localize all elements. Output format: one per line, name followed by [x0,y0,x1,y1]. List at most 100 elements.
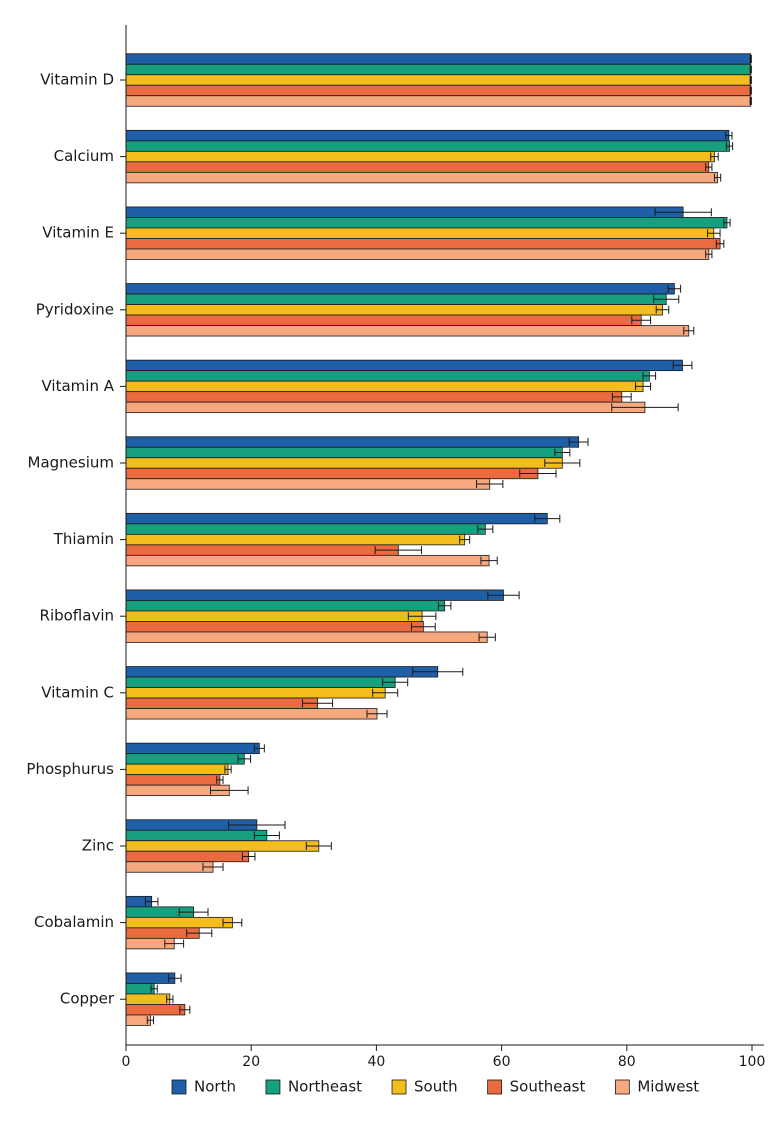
category-label-vitamin-e: Vitamin E [42,224,114,242]
x-tick-label-40: 40 [367,1054,385,1070]
error-bar-cobalamin-midwest [164,939,185,948]
bar-vitamin-c-northeast [125,676,396,688]
legend-label-southeast: Southeast [510,1078,586,1096]
bar-magnesium-south [125,457,563,469]
legend-swatch-midwest [614,1079,630,1095]
bar-vitamin-d-north [125,53,752,65]
category-label-magnesium: Magnesium [28,454,115,472]
bar-riboflavin-midwest [125,631,488,643]
bar-magnesium-midwest [125,478,491,490]
error-bar-vitamin-e-south [707,229,721,238]
bar-vitamin-e-south [125,227,715,239]
error-bar-vitamin-a-midwest [611,403,679,412]
error-bar-magnesium-northeast [554,448,571,457]
bar-copper-southeast [125,1004,186,1016]
category-label-vitamin-d: Vitamin D [40,71,114,89]
bar-vitamin-e-northeast [125,217,728,229]
bar-phosphurus-northeast [125,753,245,765]
bar-vitamin-e-southeast [125,238,721,250]
legend-swatch-south [391,1079,407,1095]
bar-magnesium-north [125,436,579,448]
error-bar-copper-south [166,995,174,1004]
error-bar-zinc-south [305,842,332,850]
legend-label-north: North [194,1078,236,1096]
bar-magnesium-northeast [125,446,563,459]
bar-vitamin-d-southeast [125,84,752,97]
category-labels-layer: Vitamin D Calcium Vitamin E Pyridoxine Vitam… [26,71,114,1008]
bar-thiamin-midwest [125,554,490,567]
error-bar-riboflavin-south [407,612,437,621]
error-bars-layer [144,55,752,1025]
category-label-riboflavin: Riboflavin [40,607,114,625]
axes-layer: 0 20 40 60 80 100 [120,25,765,1070]
error-bar-thiamin-northeast [477,525,494,534]
error-bar-zinc-midwest [202,863,224,871]
error-bar-copper-northeast [150,984,158,993]
error-bar-calcium-southeast [705,163,713,172]
legend-label-south: South [414,1078,458,1096]
error-bar-copper-southeast [179,1005,191,1014]
error-bar-calcium-south [710,152,719,161]
error-bar-vitamin-c-southeast [302,699,334,708]
legend-swatch-north [171,1079,187,1095]
error-bar-magnesium-southeast [519,469,557,478]
bar-vitamin-a-midwest [125,401,646,414]
bar-vitamin-a-south [125,380,644,393]
bar-vitamin-c-midwest [125,708,378,720]
bar-copper-midwest [125,1014,151,1026]
bar-copper-northeast [125,983,155,995]
bar-thiamin-north [125,512,548,525]
error-bar-pyridoxine-midwest [683,326,695,335]
bar-phosphurus-south [125,763,229,776]
category-label-vitamin-a: Vitamin A [42,377,115,395]
category-label-calcium: Calcium [54,147,114,165]
error-bar-vitamin-d-south [749,76,752,84]
error-bar-phosphurus-northeast [237,754,252,763]
bar-calcium-north [125,129,730,142]
error-bar-zinc-southeast [241,852,256,861]
error-bar-pyridoxine-northeast [653,295,680,304]
error-bar-vitamin-c-south [372,688,399,697]
legend-swatch-southeast [487,1079,503,1095]
bar-riboflavin-north [125,589,504,601]
bar-zinc-northeast [125,829,268,842]
error-bar-vitamin-a-south [635,382,652,391]
error-bar-magnesium-south [544,459,581,467]
bar-vitamin-e-north [125,206,684,218]
error-bar-vitamin-e-northeast [723,218,731,227]
legend: North Northeast South Southeast Midwest [171,1078,699,1096]
bar-zinc-southeast [125,850,250,863]
category-label-zinc: Zinc [82,837,114,855]
bar-copper-south [125,993,171,1005]
bar-vitamin-e-midwest [125,248,710,260]
error-bar-thiamin-south [459,535,471,544]
error-bar-copper-north [168,974,182,983]
error-bar-vitamin-e-north [654,208,712,217]
error-bar-zinc-north [228,821,286,829]
error-bar-calcium-northeast [725,142,734,151]
error-bar-copper-midwest [146,1016,155,1025]
bar-vitamin-a-southeast [125,391,623,403]
error-bar-cobalamin-south [222,918,243,927]
error-bar-thiamin-southeast [374,546,422,555]
error-bar-phosphurus-midwest [210,786,249,795]
bar-riboflavin-northeast [125,600,446,612]
x-tick-label-60: 60 [493,1054,511,1070]
bar-magnesium-southeast [125,467,539,480]
bar-vitamin-c-southeast [125,697,318,709]
bar-pyridoxine-northeast [125,293,667,305]
error-bar-vitamin-e-southeast [715,239,725,248]
error-bar-riboflavin-northeast [437,601,452,610]
error-bar-vitamin-a-northeast [642,371,657,380]
bar-zinc-south [125,840,320,852]
error-bar-calcium-north [725,131,733,140]
bar-vitamin-a-northeast [125,370,650,382]
error-bar-pyridoxine-north [667,284,682,293]
error-bar-vitamin-a-southeast [611,392,632,401]
bar-vitamin-d-midwest [125,95,752,107]
bar-pyridoxine-midwest [125,325,690,337]
x-tick-label-100: 100 [739,1054,766,1070]
category-label-vitamin-c: Vitamin C [41,683,114,701]
error-bar-pyridoxine-southeast [631,316,652,325]
